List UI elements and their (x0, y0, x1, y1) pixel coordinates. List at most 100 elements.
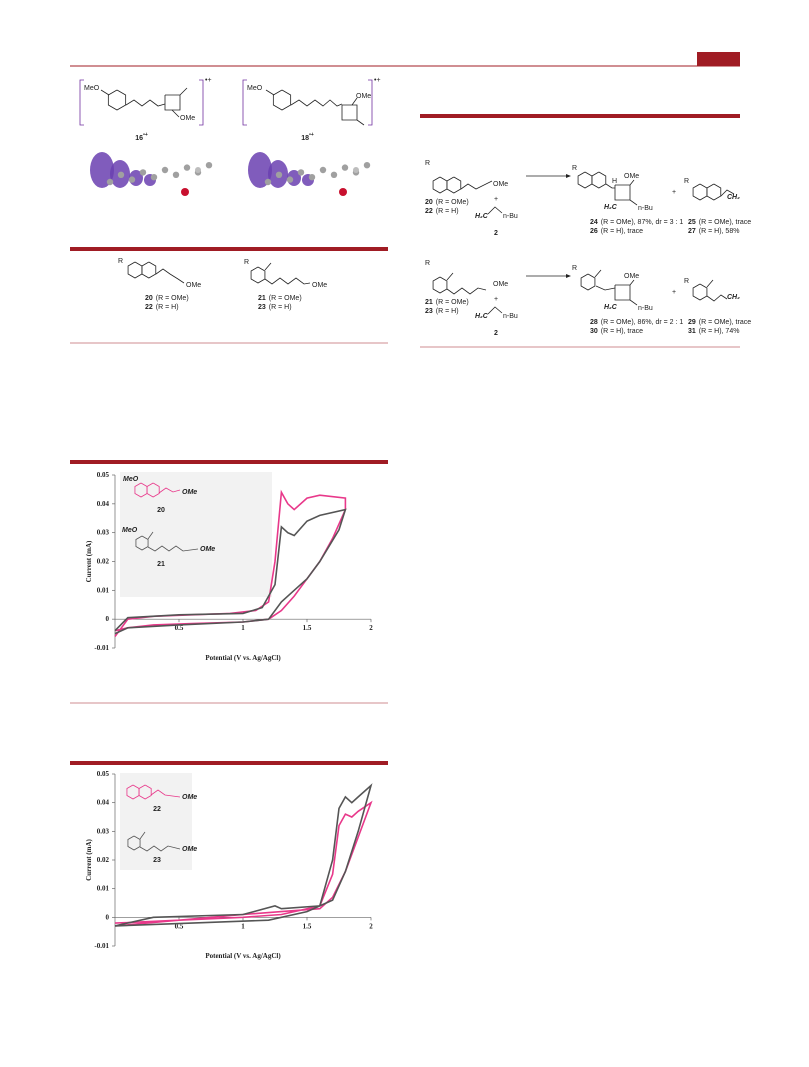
y-tick-label: 0.01 (97, 586, 110, 594)
compound-text: (R = H) (156, 304, 179, 311)
bond (629, 299, 638, 306)
cv-curve (114, 800, 373, 927)
compound-text: (R = H) (269, 304, 292, 311)
compound-charge: •+ (309, 132, 314, 138)
atom (183, 164, 191, 171)
atom (195, 167, 201, 173)
x-tick-label: 1 (241, 922, 245, 930)
bond (487, 306, 503, 315)
ring (127, 835, 141, 851)
atom (353, 167, 359, 173)
compound-number: 31 (688, 328, 696, 335)
label: H₂C (475, 213, 489, 220)
bond (164, 94, 181, 111)
bond (487, 206, 503, 215)
atom (139, 169, 147, 176)
compound-text: (R = H) (436, 308, 459, 315)
label: H (612, 178, 617, 185)
bond (446, 272, 454, 281)
compound-label: 23 (R = H) (425, 308, 459, 315)
bond (155, 268, 185, 284)
ring (446, 176, 462, 194)
bond (242, 79, 247, 126)
ring (146, 482, 160, 498)
bond (199, 79, 204, 126)
label: R (684, 178, 689, 185)
atom (128, 176, 136, 183)
compound-text: (R = OMe), 86%, dr = 2 : 1 (601, 319, 684, 326)
atom (117, 171, 125, 178)
bond (351, 97, 358, 106)
y-tick-label: -0.01 (94, 942, 109, 950)
arrow-head (566, 274, 571, 278)
label: OMe (624, 273, 639, 280)
y-tick-label: 0.04 (97, 799, 110, 807)
compound-number: 22 (145, 304, 153, 311)
label: 2 (494, 230, 498, 237)
compound-label: 23 (R = H) (258, 304, 292, 311)
bond (356, 119, 365, 126)
atom (339, 188, 347, 196)
atom (286, 176, 294, 183)
bond (179, 87, 188, 96)
compound-text: (R = OMe) (436, 199, 469, 206)
bond (264, 262, 272, 271)
bond (629, 179, 635, 186)
compound-text: (R = H), trace (601, 328, 643, 335)
compound-label: 31 (R = H), 74% (688, 328, 739, 335)
bond (158, 487, 181, 494)
label: n-Bu (638, 205, 653, 212)
y-tick-label: -0.01 (94, 644, 109, 652)
y-tick-label: 0.02 (97, 856, 110, 864)
compound-text: (R = H) (436, 208, 459, 215)
label: H₂C (604, 204, 618, 211)
label: R (684, 278, 689, 285)
y-tick-label: 0.04 (97, 500, 110, 508)
compound-label: 25 (R = OMe), trace (688, 219, 751, 226)
ring (692, 283, 708, 301)
atom (275, 171, 283, 178)
label: + (672, 289, 676, 296)
atom (264, 178, 272, 186)
bond (446, 287, 487, 295)
compound-label: 29 (R = OMe), trace (688, 319, 751, 326)
compound-number: 24 (590, 219, 598, 226)
label: OMe (180, 115, 195, 122)
atom (106, 178, 114, 186)
ring (135, 535, 149, 551)
ring (141, 261, 157, 279)
compound-label: 18•+ (301, 132, 314, 142)
x-tick-label: 2 (369, 624, 373, 632)
label: OMe (493, 181, 508, 188)
section-bar (70, 247, 388, 251)
label: OMe (186, 282, 201, 289)
arrow-head (566, 174, 571, 178)
compound-label: 20 (R = OMe) (145, 295, 189, 302)
bond (706, 294, 728, 302)
label: H₂C (475, 313, 489, 320)
label: CH₂ (727, 194, 740, 201)
compound-label: 20 (R = OMe) (425, 199, 469, 206)
y-tick-label: 0 (106, 615, 110, 623)
y-tick-label: 0.03 (97, 827, 110, 835)
inset-annotation: MeO (122, 527, 138, 534)
bond (629, 199, 638, 206)
compound-label: 21 (R = OMe) (425, 299, 469, 306)
label: + (494, 196, 498, 203)
compound-number: 30 (590, 328, 598, 335)
label: R (118, 258, 123, 265)
legend-label: 22 (153, 806, 161, 813)
y-tick-label: 0.05 (97, 471, 110, 479)
compound-number: 25 (688, 219, 696, 226)
bond (150, 789, 181, 798)
bond (79, 79, 84, 126)
atom (297, 169, 305, 176)
bond (171, 109, 180, 118)
bond (368, 79, 373, 126)
legend-label: 20 (157, 507, 165, 514)
compound-label: 16•+ (135, 132, 148, 142)
atom (308, 174, 316, 181)
orbital-lobe (248, 152, 272, 188)
compound-label: 22 (R = H) (425, 208, 459, 215)
compound-number: 21 (258, 295, 266, 302)
